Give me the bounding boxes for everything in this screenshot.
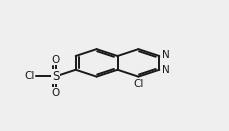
- Text: N: N: [161, 65, 169, 75]
- Text: N: N: [161, 50, 169, 61]
- Text: O: O: [52, 55, 60, 65]
- Text: Cl: Cl: [133, 79, 143, 89]
- Text: Cl: Cl: [24, 71, 34, 81]
- Text: S: S: [52, 70, 59, 83]
- Text: O: O: [52, 88, 60, 98]
